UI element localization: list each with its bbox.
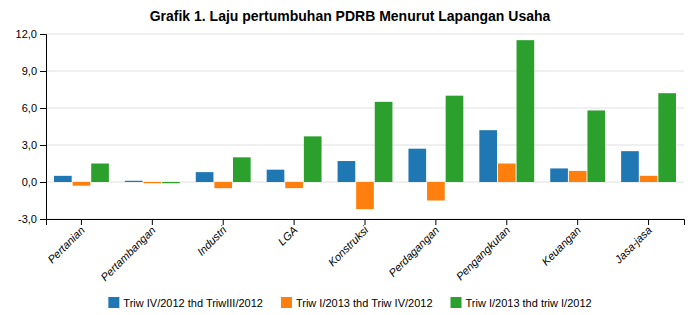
tick: Pertambangan	[98, 219, 158, 283]
tick-mark	[40, 219, 46, 220]
tick-label: Perdagangan	[386, 224, 441, 279]
tick-label: Pengangkutan	[454, 224, 513, 283]
tick-mark	[81, 219, 82, 225]
tick: Pertanian	[45, 219, 87, 266]
tick-mark	[40, 71, 46, 72]
bar	[304, 136, 322, 182]
bar	[144, 182, 162, 183]
tick: -3,0	[18, 213, 46, 225]
legend-swatch	[108, 297, 119, 308]
tick-mark	[223, 219, 224, 225]
bar	[54, 176, 72, 182]
tick-label: 9,0	[22, 65, 37, 77]
title: Grafik 1. Laju pertumbuhan PDRB Menurut …	[150, 8, 551, 24]
tick: Industri	[195, 219, 229, 258]
tick: Perdagangan	[386, 219, 441, 279]
bar	[621, 151, 639, 182]
legend-item: Triw IV/2012 thd TriwIII/2012	[108, 297, 263, 309]
tick-label: Keuangan	[539, 224, 583, 268]
tick-label: 12,0	[16, 28, 37, 40]
bar	[162, 182, 180, 183]
tick-label: -3,0	[18, 213, 37, 225]
legend-item: Triw I/2013 thd Triw IV/2012	[281, 297, 433, 309]
bar-series	[91, 40, 676, 183]
bar	[356, 182, 374, 209]
tick-mark	[577, 219, 578, 225]
tick: LGA	[276, 219, 300, 248]
tick-mark	[40, 108, 46, 109]
bar	[498, 164, 516, 183]
bar	[479, 130, 497, 182]
bar	[73, 182, 91, 186]
tick-label: 3,0	[22, 139, 37, 151]
bar	[550, 168, 568, 182]
chart: Grafik 1. Laju pertumbuhan PDRB Menurut …	[0, 0, 700, 315]
tick-mark	[40, 182, 46, 183]
bar	[267, 170, 285, 182]
legend-item: Triw I/2013 thd triw I/2012	[451, 297, 592, 309]
plot-area: -3,0 0,0 3,0 6,0 9,0 12,0 Pertanian Pertambanga…	[16, 28, 685, 283]
tick: Keuangan	[539, 219, 583, 268]
bar	[446, 96, 464, 182]
bar-series	[73, 164, 658, 210]
tick-mark	[40, 34, 46, 35]
tick-label: 0,0	[22, 176, 37, 188]
bar	[640, 176, 658, 182]
y-axis: -3,0 0,0 3,0 6,0 9,0 12,0	[16, 28, 47, 225]
tick-label: Pertambangan	[98, 224, 158, 284]
bar	[569, 171, 587, 182]
tick: 3,0	[22, 139, 46, 151]
tick-mark	[294, 219, 295, 225]
tick: Pengangkutan	[454, 219, 513, 282]
bar	[408, 149, 426, 182]
tick: 12,0	[16, 28, 46, 40]
grid-line	[46, 108, 684, 109]
bar	[91, 164, 109, 183]
bar	[285, 182, 303, 188]
axis-line	[47, 220, 685, 226]
tick-mark	[40, 145, 46, 146]
tick-label: Industri	[195, 223, 229, 257]
tick: 9,0	[22, 65, 46, 77]
tick-mark	[152, 219, 153, 225]
tick: Jasa-jasa	[612, 219, 654, 266]
bar	[214, 182, 232, 188]
tick-mark	[506, 219, 507, 225]
tick: 0,0	[22, 176, 46, 188]
bar	[375, 102, 393, 182]
bar	[338, 161, 356, 182]
bars	[54, 40, 676, 209]
legend: Triw IV/2012 thd TriwIII/2012 Triw I/2013…	[108, 297, 591, 309]
grid-line	[46, 71, 684, 72]
grid	[46, 34, 684, 219]
bar	[233, 157, 251, 182]
bar	[587, 110, 605, 182]
legend-label: Triw IV/2012 thd TriwIII/2012	[123, 297, 263, 309]
tick-label: Jasa-jasa	[612, 224, 654, 266]
legend-swatch	[451, 297, 462, 308]
bar	[427, 182, 445, 201]
tick-mark	[648, 219, 649, 225]
legend-swatch	[281, 297, 292, 308]
bar	[517, 40, 535, 182]
grid-line	[46, 34, 684, 35]
tick-label: 6,0	[22, 102, 37, 114]
bar	[658, 93, 676, 182]
legend-label: Triw I/2013 thd Triw IV/2012	[296, 297, 433, 309]
tick-label: Konstruksi	[326, 223, 371, 268]
tick-mark	[435, 219, 436, 225]
tick: Konstruksi	[326, 219, 371, 269]
legend-label: Triw I/2013 thd triw I/2012	[466, 297, 592, 309]
tick: 6,0	[22, 102, 46, 114]
x-axis: Pertanian Pertambangan Industri LGA Konstruk…	[45, 219, 684, 283]
tick-label: Pertanian	[45, 224, 87, 266]
tick-label: LGA	[276, 224, 300, 248]
bar	[196, 172, 214, 182]
tick-mark	[365, 219, 366, 225]
bar	[125, 181, 143, 182]
axis-line	[40, 35, 47, 220]
bar-series	[54, 130, 639, 182]
